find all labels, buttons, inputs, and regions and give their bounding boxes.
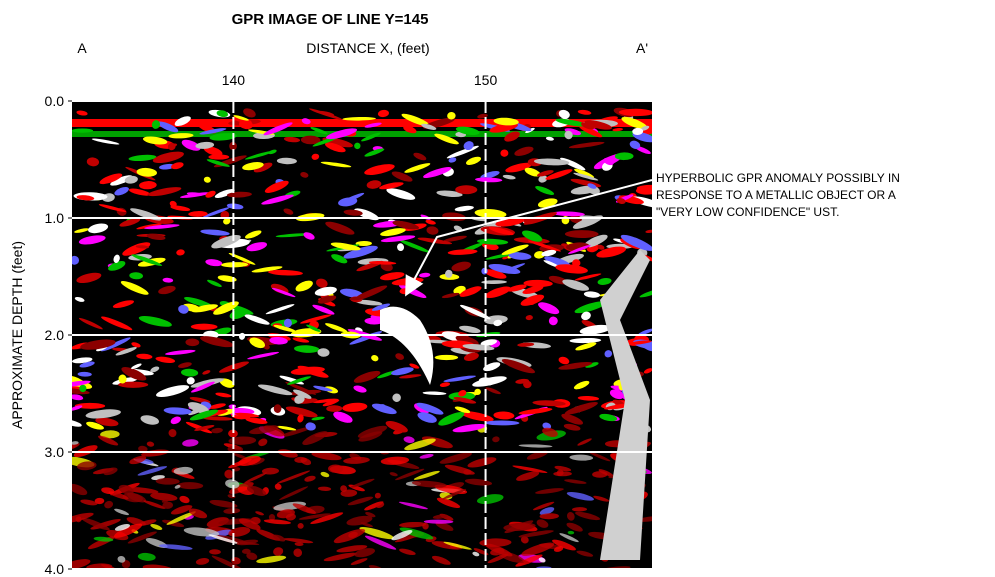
chart-title: GPR IMAGE OF LINE Y=145	[232, 11, 429, 28]
y-tick-label: 2.0	[45, 327, 65, 343]
band	[72, 101, 652, 111]
reflector	[208, 154, 229, 159]
annotation: HYPERBOLIC GPR ANOMALY POSSIBLY IN RESPON…	[656, 171, 900, 219]
x-tick-label: 150	[474, 72, 498, 88]
y-axis-label: APPROXIMATE DEPTH (feet)	[9, 241, 25, 429]
x-tick-label: 140	[222, 72, 246, 88]
y-tick-label: 1.0	[45, 210, 65, 226]
reflector	[435, 355, 458, 360]
annotation-line: RESPONSE TO A METALLIC OBJECT OR A	[656, 188, 896, 202]
chart: GPR IMAGE OF LINE Y=145 DISTANCE X, (fee…	[0, 0, 995, 577]
end-marker: A'	[636, 40, 648, 56]
y-tick-label: 4.0	[45, 561, 65, 577]
annotation-line: "VERY LOW CONFIDENCE" UST.	[656, 205, 839, 219]
y-tick-label: 0.0	[45, 93, 65, 109]
x-axis-label: DISTANCE X, (feet)	[306, 40, 429, 56]
start-marker: A	[77, 40, 87, 56]
annotation-line: HYPERBOLIC GPR ANOMALY POSSIBLY IN	[656, 171, 900, 185]
y-tick-label: 3.0	[45, 444, 65, 460]
